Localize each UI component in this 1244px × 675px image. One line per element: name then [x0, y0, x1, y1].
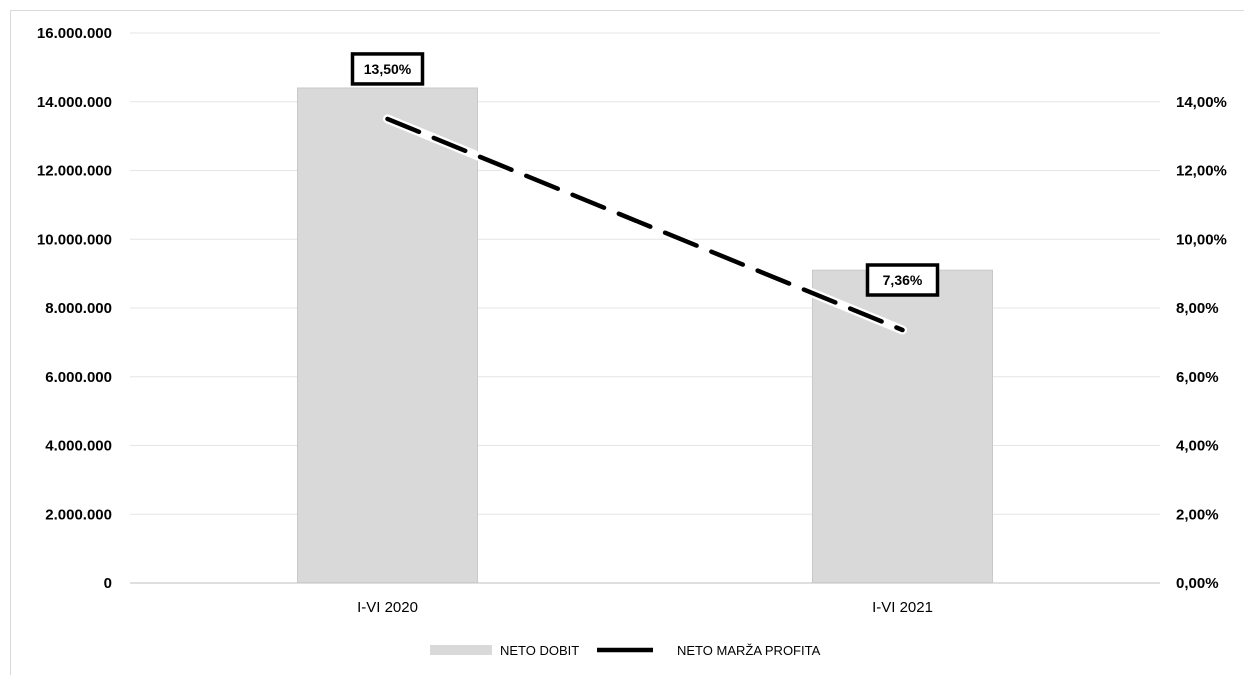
right-tick-label: 2,00% — [1176, 506, 1219, 523]
left-axis-ticks: 0 2.000.000 4.000.000 6.000.000 8.000.000 10.… — [37, 25, 112, 592]
right-tick-label: 6,00% — [1176, 369, 1219, 386]
right-tick-label: 10,00% — [1176, 231, 1227, 248]
data-label: 7,36% — [883, 272, 923, 288]
gridlines — [130, 32, 1160, 515]
left-tick-label: 0 — [104, 575, 112, 592]
margin-line-series — [385, 116, 905, 333]
legend: NETO DOBIT NETO MARŽA PROFITA — [430, 643, 821, 658]
x-tick-label: I-VI 2020 — [357, 599, 418, 616]
data-label-box — [865, 263, 940, 297]
left-tick-label: 14.000.000 — [37, 94, 112, 111]
right-tick-label: 4,00% — [1176, 438, 1219, 455]
left-tick-label: 12.000.000 — [37, 163, 112, 180]
bar — [812, 269, 993, 584]
margin-line — [383, 114, 907, 335]
data-labels: 13,50% 7,36% — [350, 52, 940, 297]
left-tick-label: 8.000.000 — [45, 300, 112, 317]
right-tick-label: 8,00% — [1176, 300, 1219, 317]
right-tick-label: 0,00% — [1176, 575, 1219, 592]
left-tick-label: 2.000.000 — [45, 506, 112, 523]
bar — [297, 87, 478, 584]
legend-label-bar: NETO DOBIT — [500, 643, 579, 658]
data-label: 13,50% — [364, 61, 412, 77]
right-tick-label: 12,00% — [1176, 163, 1227, 180]
x-tick-label: I-VI 2021 — [872, 599, 933, 616]
left-tick-label: 6.000.000 — [45, 369, 112, 386]
left-tick-label: 10.000.000 — [37, 231, 112, 248]
right-axis-ticks: 0,00% 2,00% 4,00% 6,00% 8,00% 10,00% 12,00% 14,… — [1176, 94, 1227, 592]
right-tick-label: 14,00% — [1176, 94, 1227, 111]
x-axis-ticks: I-VI 2020 I-VI 2021 — [357, 599, 933, 616]
data-label-box — [350, 52, 425, 86]
legend-swatch-bar — [430, 645, 492, 655]
left-tick-label: 4.000.000 — [45, 438, 112, 455]
left-tick-label: 16.000.000 — [37, 25, 112, 42]
chart-frame — [10, 10, 1244, 675]
bars — [297, 87, 993, 584]
legend-label-line: NETO MARŽA PROFITA — [677, 643, 821, 658]
